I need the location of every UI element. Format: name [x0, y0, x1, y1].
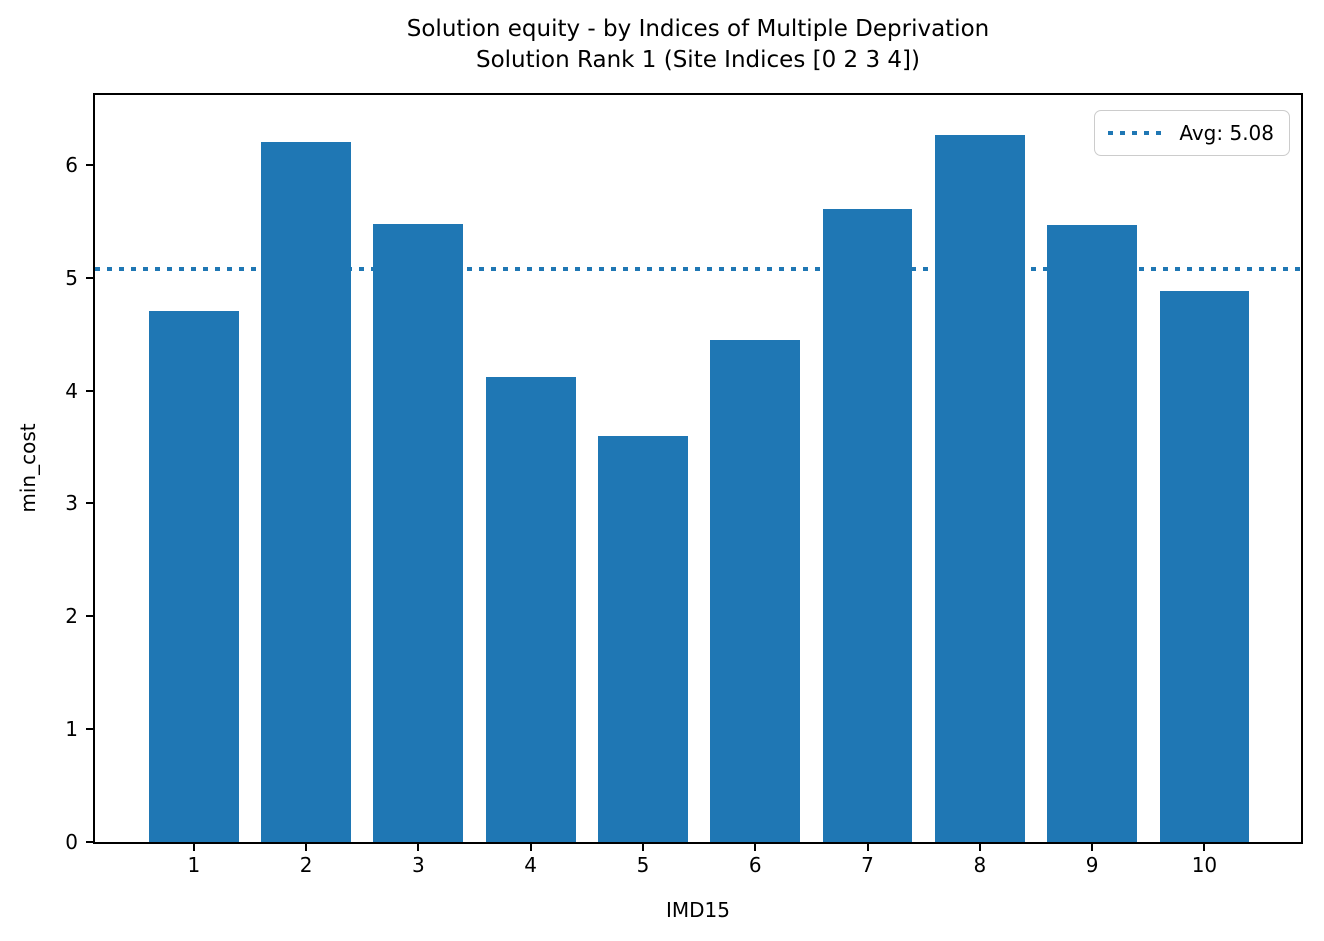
- bar-imd-3: [373, 223, 464, 842]
- x-tick-mark: [641, 842, 644, 851]
- x-tick-label: 4: [524, 853, 538, 877]
- bar-imd-4: [485, 377, 576, 842]
- chart-title-line2: Solution Rank 1 (Site Indices [0 2 3 4]): [476, 47, 920, 73]
- x-tick-mark: [1091, 842, 1094, 851]
- x-tick-mark: [192, 842, 195, 851]
- bar-imd-1: [148, 310, 239, 842]
- x-tick-label: 8: [973, 853, 987, 877]
- x-tick-mark: [754, 842, 757, 851]
- y-tick-label: 1: [65, 717, 78, 742]
- bar-imd-6: [710, 339, 801, 842]
- average-line: [95, 266, 1301, 271]
- x-tick-mark: [978, 842, 981, 851]
- bar-imd-5: [598, 435, 688, 842]
- x-tick-mark: [305, 842, 308, 851]
- legend-label: Avg: 5.08: [1179, 121, 1274, 145]
- x-tick-label: 3: [412, 853, 425, 877]
- y-tick-mark: [86, 389, 95, 392]
- chart-title: Solution equity - by Indices of Multiple…: [93, 14, 1303, 76]
- x-tick-label: 5: [636, 853, 650, 877]
- x-tick-label: 6: [748, 853, 762, 877]
- x-tick-mark: [417, 842, 420, 851]
- bar-imd-10: [1159, 291, 1250, 842]
- legend: Avg: 5.08: [1094, 110, 1290, 156]
- x-tick-mark: [866, 842, 869, 851]
- dotted-line-icon: [1108, 131, 1165, 135]
- chart-title-line1: Solution equity - by Indices of Multiple…: [406, 16, 990, 42]
- x-tick-label: 10: [1191, 853, 1218, 877]
- x-tick-label: 7: [861, 853, 874, 877]
- y-tick-label: 2: [65, 604, 78, 629]
- y-tick-mark: [86, 615, 95, 618]
- x-tick-label: 2: [299, 853, 313, 877]
- y-tick-label: 6: [65, 152, 78, 177]
- y-tick-mark: [86, 502, 95, 505]
- bar-imd-8: [934, 134, 1025, 842]
- y-tick-mark: [86, 841, 95, 843]
- y-axis-label: min_cost: [16, 423, 40, 513]
- y-tick-mark: [86, 728, 95, 731]
- x-axis-label: IMD15: [665, 898, 730, 922]
- x-tick-label: 1: [187, 853, 201, 877]
- x-tick-label: 9: [1085, 853, 1099, 877]
- bar-imd-9: [1047, 224, 1138, 842]
- y-tick-mark: [86, 163, 95, 166]
- plot-area: Avg: 5.08 0 1 2 3 4 5 6 1 2 3 4 5 6 7 8 9 10: [65, 93, 1303, 875]
- y-tick-mark: [86, 276, 95, 279]
- y-tick-label: 4: [65, 378, 78, 403]
- x-tick-mark: [1203, 842, 1206, 851]
- y-tick-label: 3: [65, 491, 78, 516]
- bar-imd-7: [822, 208, 913, 842]
- y-tick-label: 0: [65, 830, 78, 854]
- y-tick-label: 5: [65, 265, 78, 290]
- x-tick-mark: [529, 842, 532, 851]
- bar-imd-2: [261, 142, 352, 842]
